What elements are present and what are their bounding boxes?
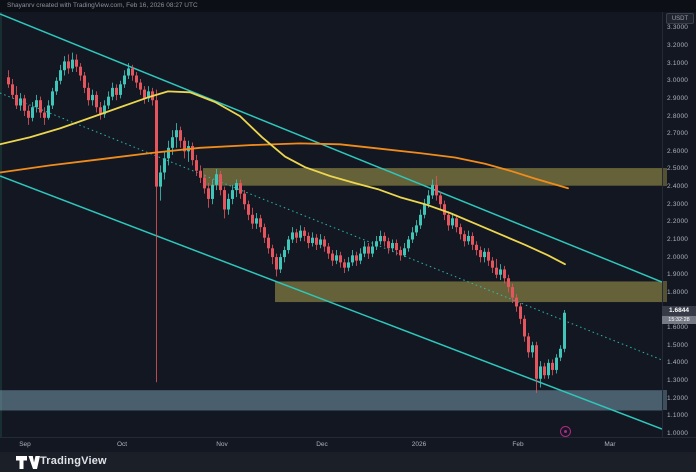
- left-edge-strip: [0, 12, 2, 437]
- channel-lower-trendline: [0, 175, 662, 430]
- support-zone: [0, 390, 662, 411]
- y-axis-label: 1.6000: [667, 324, 689, 332]
- x-axis-label: Mar: [604, 441, 616, 448]
- candle-countdown: 15:32:28: [662, 316, 696, 324]
- x-axis-label: Feb: [512, 441, 524, 448]
- y-axis-label: 2.9000: [667, 94, 689, 102]
- ma-slow-line: [0, 142, 569, 190]
- candles-layer: [7, 52, 566, 393]
- quote-currency-badge[interactable]: USDT: [666, 13, 694, 24]
- x-axis-label: Dec: [316, 441, 328, 448]
- y-axis-label: 1.1000: [667, 412, 689, 420]
- x-axis-label: Nov: [216, 441, 228, 448]
- y-axis-label: 1.4000: [667, 359, 689, 367]
- y-axis-label: 3.0000: [667, 77, 689, 85]
- time-axis[interactable]: Sep Oct Nov Dec 2026 Feb Mar: [0, 437, 696, 452]
- attribution-text: Shayanrv created with TradingView.com, F…: [7, 2, 198, 9]
- lower-resistance-zone-axis-stub: [663, 281, 667, 303]
- watermark-footer: TradingView: [0, 452, 696, 472]
- attribution-bar: Shayanrv created with TradingView.com, F…: [0, 0, 696, 12]
- y-axis-label: 2.5000: [667, 165, 689, 173]
- ma-fast-line: [0, 90, 566, 266]
- current-price-value: 1.6844: [662, 306, 696, 316]
- y-axis-label: 2.6000: [667, 147, 689, 155]
- tradingview-wordmark[interactable]: TradingView: [40, 455, 107, 467]
- y-axis-label: 2.8000: [667, 112, 689, 120]
- y-axis-label: 2.7000: [667, 130, 689, 138]
- channel-midline-dotted: [0, 92, 662, 361]
- y-axis-label: 3.3000: [667, 24, 689, 32]
- y-axis-label: 3.1000: [667, 59, 689, 67]
- y-axis-label: 1.5000: [667, 341, 689, 349]
- tradingview-logo-icon[interactable]: [16, 456, 40, 469]
- y-axis-label: 2.1000: [667, 235, 689, 243]
- upper-resistance-zone-axis-stub: [663, 168, 667, 186]
- price-chart-canvas[interactable]: [0, 12, 662, 437]
- y-axis-label: 1.2000: [667, 394, 689, 402]
- x-axis-label: Oct: [116, 441, 128, 448]
- y-axis-label: 2.2000: [667, 218, 689, 226]
- y-axis-label: 1.8000: [667, 288, 689, 296]
- eyes-emoji-marker-icon[interactable]: [560, 426, 571, 437]
- y-axis-label: 1.9000: [667, 271, 689, 279]
- y-axis-label: 3.2000: [667, 42, 689, 50]
- x-axis-label: Sep: [19, 441, 31, 448]
- y-axis-label: 1.3000: [667, 377, 689, 384]
- y-axis-label: 2.0000: [667, 253, 689, 261]
- channel-upper-trendline: [0, 13, 662, 283]
- current-price-tag: 1.6844 15:32:28: [662, 306, 696, 324]
- lower-resistance-zone: [275, 281, 662, 303]
- x-axis-label: 2026: [411, 441, 427, 448]
- y-axis-label: 2.3000: [667, 200, 689, 208]
- y-axis-label: 2.4000: [667, 183, 689, 191]
- price-axis[interactable]: 3.3000 3.2000 3.1000 3.0000 2.9000 2.8000 2.70…: [662, 12, 696, 437]
- support-zone-axis-stub: [663, 390, 667, 411]
- y-axis-label: 1.0000: [667, 429, 689, 437]
